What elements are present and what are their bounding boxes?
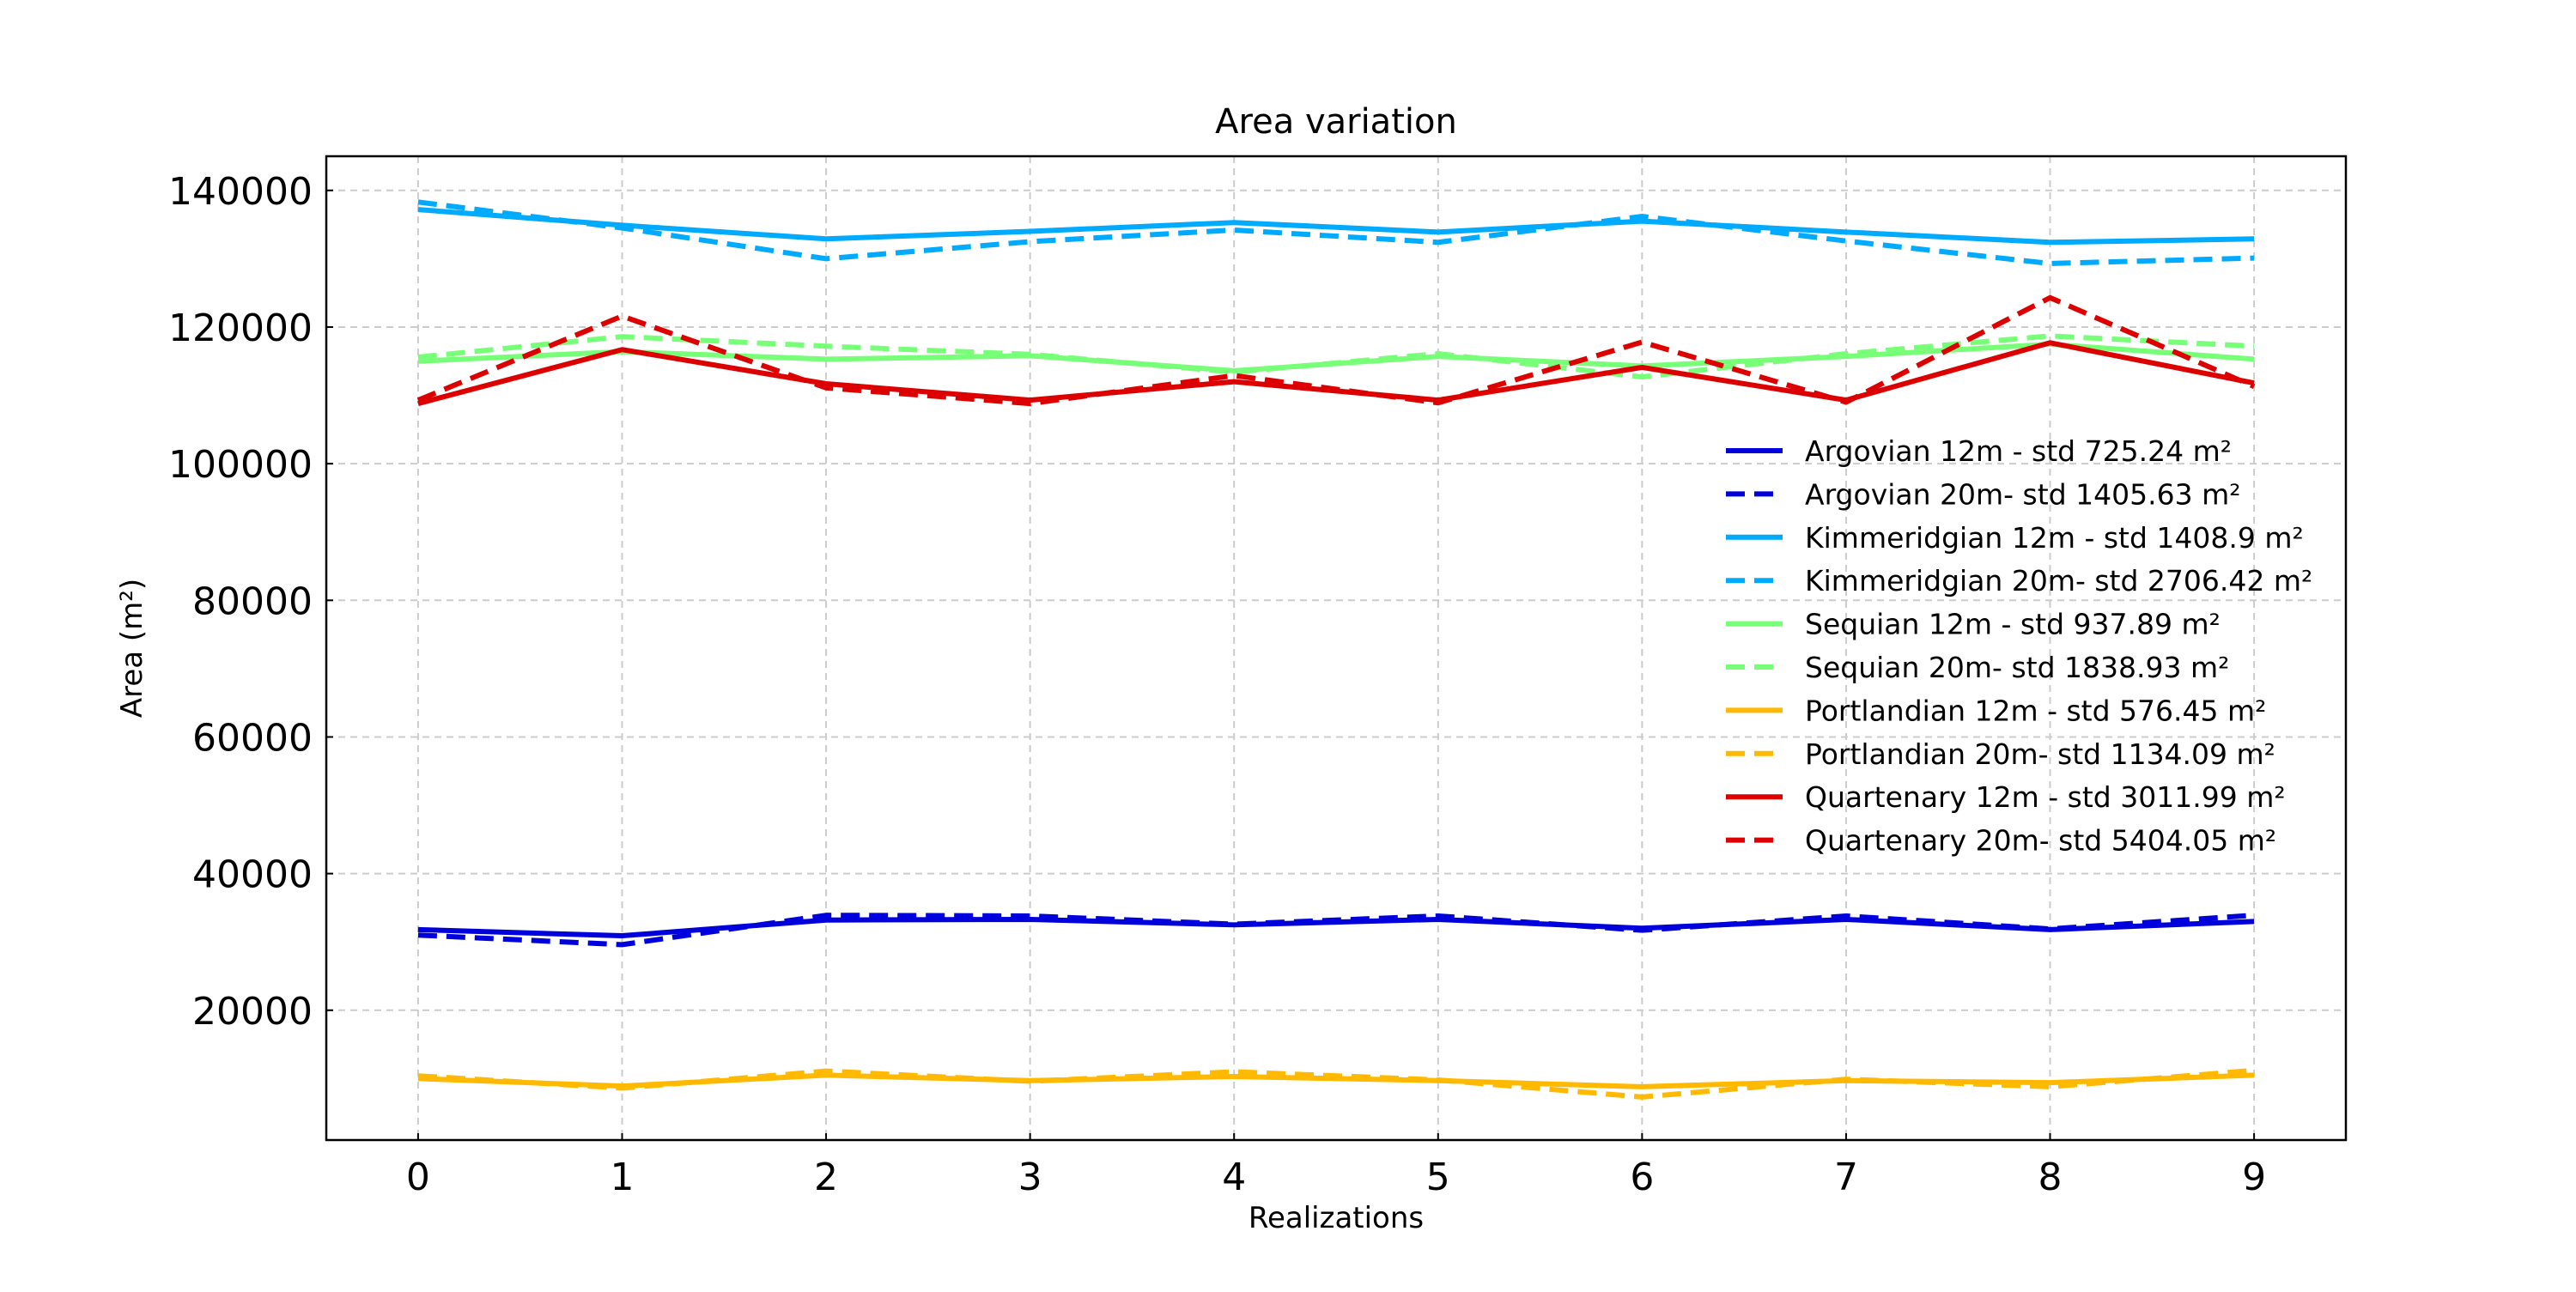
legend-label-10: Quartenary 20m- std 5404.05 m² <box>1805 824 2276 858</box>
legend: Argovian 12m - std 725.24 m² Argovian 20m… <box>1726 434 2312 858</box>
plot-frame <box>325 155 2348 1142</box>
legend-label-8: Portlandian 20m- std 1134.09 m² <box>1805 737 2275 771</box>
y-tick-label: 100000 <box>168 443 313 487</box>
x-axis-label: Realizations <box>1249 1201 1424 1235</box>
series-line-4 <box>417 199 2255 266</box>
legend-label-2: Argovian 20m- std 1405.63 m² <box>1805 477 2240 511</box>
legend-label-4: Kimmeridgian 20m- std 2706.42 m² <box>1805 564 2312 597</box>
x-tick-label: 6 <box>1630 1156 1654 1199</box>
y-tick-label: 60000 <box>192 716 313 760</box>
x-tick-label: 8 <box>2038 1156 2063 1199</box>
x-tick-label: 5 <box>1426 1156 1450 1199</box>
chart-title: Area variation <box>1215 102 1457 142</box>
y-axis-label: Area (m²) <box>115 579 149 718</box>
series-line-3 <box>417 207 2255 246</box>
series-line-5 <box>417 341 2255 373</box>
legend-label-7: Portlandian 12m - std 576.45 m² <box>1805 694 2266 727</box>
y-tick-label: 40000 <box>192 853 313 897</box>
x-tick-label: 9 <box>2242 1156 2266 1199</box>
legend-label-5: Sequian 12m - std 937.89 m² <box>1805 608 2221 641</box>
axis-ticks: 0 1 2 3 4 5 6 7 8 9 20000 40000 60000 80000 100000 1200… <box>168 170 2266 1199</box>
y-tick-label: 80000 <box>192 579 313 623</box>
x-tick-label: 1 <box>610 1156 634 1199</box>
legend-label-6: Sequian 20m- std 1838.93 m² <box>1805 651 2229 684</box>
legend-label-3: Kimmeridgian 12m - std 1408.9 m² <box>1805 521 2304 555</box>
x-tick-label: 4 <box>1222 1156 1246 1199</box>
y-tick-label: 140000 <box>168 170 313 214</box>
series-line-6 <box>417 333 2255 380</box>
grid-lines <box>326 156 2346 1140</box>
series-line-8 <box>417 1067 2255 1100</box>
y-tick-label: 20000 <box>192 990 313 1034</box>
legend-label-9: Quartenary 12m - std 3011.99 m² <box>1805 780 2286 814</box>
x-tick-label: 7 <box>1834 1156 1858 1199</box>
x-tick-label: 2 <box>814 1156 838 1199</box>
series-lines <box>416 199 2256 1100</box>
x-tick-label: 0 <box>406 1156 430 1199</box>
y-tick-label: 120000 <box>168 306 313 350</box>
series-line-2 <box>417 913 2255 948</box>
x-tick-label: 3 <box>1018 1156 1042 1199</box>
series-line-10 <box>416 294 2256 407</box>
legend-label-1: Argovian 12m - std 725.24 m² <box>1805 434 2232 468</box>
